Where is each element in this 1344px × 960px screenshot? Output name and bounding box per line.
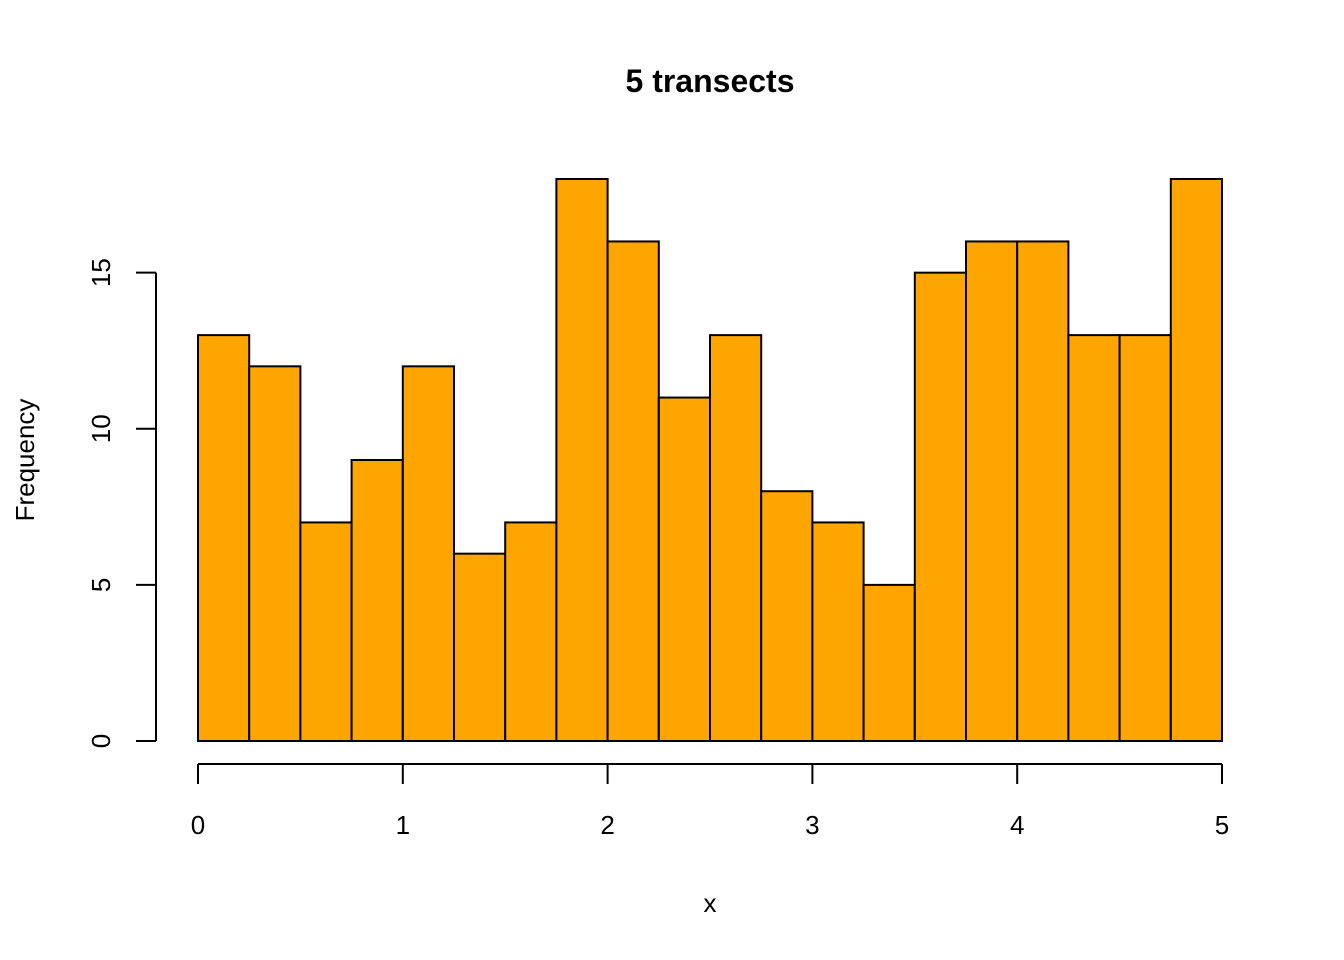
y-tick-label: 15 [86, 258, 116, 287]
y-tick-label: 5 [86, 578, 116, 592]
histogram-bar [1169, 178, 1224, 742]
histogram-bar [1118, 334, 1172, 742]
y-axis-label: Frequency [10, 399, 40, 522]
histogram-bar [248, 365, 302, 742]
x-tick-label: 5 [1215, 810, 1229, 840]
histogram-bar [709, 334, 763, 742]
histogram-bar [913, 271, 967, 742]
histogram-bar [555, 178, 609, 742]
histogram-bar [401, 365, 455, 742]
x-tick-label: 2 [600, 810, 614, 840]
histogram-bar [811, 521, 865, 743]
histogram-bar [760, 490, 814, 742]
x-tick-label: 4 [1010, 810, 1024, 840]
histogram-bar [299, 521, 353, 743]
x-tick-label: 3 [805, 810, 819, 840]
histogram-bar [1067, 334, 1121, 742]
x-axis: 0 1 2 3 4 5 [191, 763, 1229, 840]
chart-title: 5 transects [626, 63, 795, 99]
histogram-bar [862, 583, 916, 743]
y-axis: 0 5 10 15 [86, 258, 157, 748]
x-tick-label: 0 [191, 810, 205, 840]
x-axis-label: x [704, 888, 717, 918]
x-tick-label: 1 [396, 810, 410, 840]
bars-group [197, 178, 1224, 743]
histogram-bar [504, 521, 558, 743]
histogram-bar [606, 240, 660, 742]
y-tick-label: 10 [86, 414, 116, 443]
histogram-bar [657, 396, 711, 742]
histogram-bar [453, 552, 507, 743]
histogram-bar [350, 459, 404, 742]
histogram-bar [197, 334, 251, 742]
histogram-bar [965, 240, 1019, 742]
y-tick-label: 0 [86, 734, 116, 748]
histogram-bar [1016, 240, 1070, 742]
